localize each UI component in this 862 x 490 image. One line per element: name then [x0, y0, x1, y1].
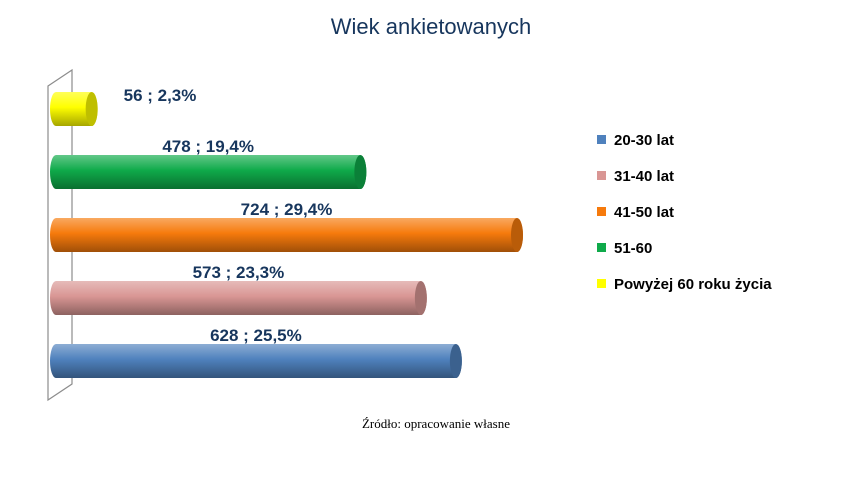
legend-item: 20-30 lat	[597, 132, 674, 149]
legend-swatch	[597, 243, 606, 252]
legend: 20-30 lat 31-40 lat 41-50 lat 51-60 Powyżej …	[597, 132, 772, 293]
legend-swatch	[597, 171, 606, 180]
legend-item: 51-60	[597, 240, 652, 257]
bar-31-40-lat	[50, 281, 427, 315]
bar-powyżej-60-roku-życia	[50, 92, 98, 126]
legend-swatch	[597, 207, 606, 216]
data-label: 478 ; 19,4%	[162, 137, 254, 156]
data-label: 628 ; 25,5%	[210, 326, 302, 345]
legend-item: Powyżej 60 roku życia	[597, 276, 772, 293]
legend-label: 31-40 lat	[614, 168, 674, 185]
legend-label: 41-50 lat	[614, 204, 674, 221]
data-label: 56 ; 2,3%	[124, 86, 197, 105]
legend-item: 41-50 lat	[597, 204, 674, 221]
bar-51-60	[50, 155, 367, 189]
legend-label: 20-30 lat	[614, 132, 674, 149]
data-labels-group: 628 ; 25,5% 573 ; 23,3% 724 ; 29,4% 478 ; 1…	[124, 86, 333, 345]
bar-20-30-lat	[50, 344, 462, 378]
bar-41-50-lat	[50, 218, 523, 252]
legend-swatch	[597, 279, 606, 288]
chart-title: Wiek ankietowanych	[330, 14, 532, 39]
legend-label: 51-60	[614, 240, 652, 257]
data-label: 724 ; 29,4%	[241, 200, 333, 219]
legend-item: 31-40 lat	[597, 168, 674, 185]
legend-label: Powyżej 60 roku życia	[614, 276, 772, 293]
bars-group	[50, 92, 523, 378]
legend-swatch	[597, 135, 606, 144]
data-label: 573 ; 23,3%	[193, 263, 285, 282]
source-note: Źródło: opracowanie własne	[361, 416, 510, 431]
